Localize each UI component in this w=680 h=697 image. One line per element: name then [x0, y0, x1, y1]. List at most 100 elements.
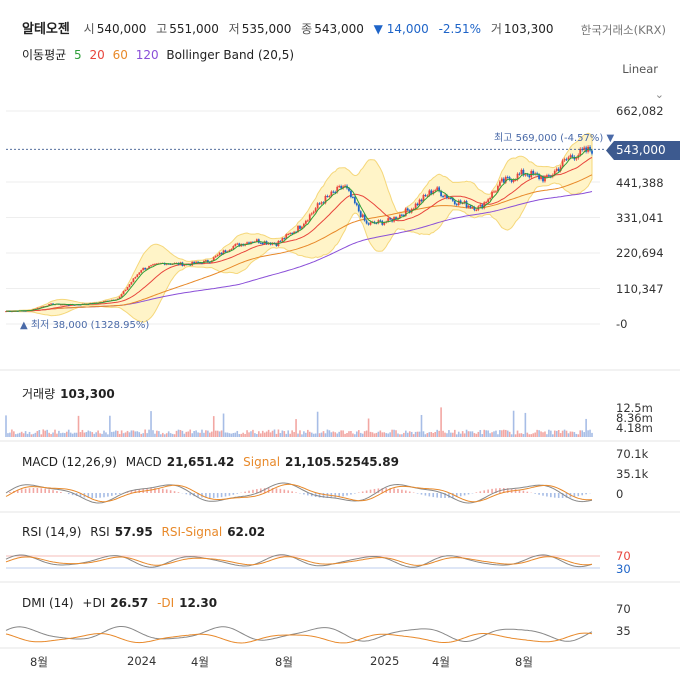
volume-bar [308, 431, 311, 437]
volume-bar [124, 432, 127, 437]
volume-bar [103, 430, 105, 437]
candle [399, 214, 401, 218]
mdi-label: -DI [157, 596, 175, 610]
candle [557, 168, 560, 172]
volume-bar [499, 430, 501, 437]
macd-histogram-bar [126, 491, 129, 493]
chevron-down-icon[interactable]: ⌄ [654, 88, 664, 101]
volume-bar [152, 430, 154, 437]
macd-histogram-bar [440, 493, 442, 498]
volume-bar [144, 429, 146, 437]
macd-histogram-bar [138, 489, 141, 493]
volume-bar [140, 433, 143, 437]
volume-bar [354, 434, 356, 437]
bollinger-band [5, 132, 593, 323]
volume-bar [491, 432, 493, 437]
candle [422, 195, 425, 202]
volume-bar [391, 429, 393, 437]
candle [469, 205, 472, 208]
candle [506, 176, 509, 178]
macd-line [5, 482, 593, 504]
macd-histogram-bar [514, 489, 517, 493]
volume-bar [581, 430, 584, 437]
macd-histogram-bar [479, 491, 482, 493]
volume-bar [165, 433, 168, 437]
x-tick: 2024 [127, 654, 157, 668]
rsi-tick-70: 70 [616, 549, 631, 563]
candle [255, 239, 258, 242]
candle [334, 191, 337, 193]
volume-bar [567, 433, 570, 437]
volume-bar [579, 430, 582, 437]
macd-histogram-bar [475, 492, 478, 493]
candle [563, 159, 566, 161]
macd-histogram-bar [577, 493, 580, 497]
volume-bar [561, 430, 564, 437]
volume-bar [5, 415, 7, 437]
quote-header: 알테오젠 시 540,000 고 551,000 저 535,000 종 543,000… [0, 0, 680, 101]
volume-bar [528, 434, 531, 437]
candle [367, 223, 370, 225]
macd-histogram-bar [424, 493, 427, 496]
volume-bar [318, 433, 321, 437]
candle [230, 249, 233, 251]
volume-value: 103,300 [503, 22, 554, 36]
macd-histogram-bar [263, 488, 266, 493]
candle [449, 198, 452, 200]
volume-bar [481, 434, 484, 437]
volume-tick: 4.18m [616, 421, 653, 435]
candle [297, 225, 299, 232]
volume-bar [489, 433, 491, 437]
volume-bar [18, 432, 21, 437]
macd-histogram-bar [185, 493, 188, 495]
change-percent: -2.51% [438, 22, 482, 36]
candle [414, 203, 417, 209]
candle [479, 204, 482, 207]
volume-bar [414, 431, 417, 437]
volume-bar [387, 433, 389, 437]
candle [471, 207, 474, 209]
candle [455, 204, 458, 206]
macd-label: MACD [125, 455, 162, 469]
indicator-legend[interactable]: 이동평균 5 20 60 120 Bollinger Band (20,5) [22, 46, 298, 63]
volume-bar [199, 432, 201, 437]
candle [583, 147, 586, 150]
candle [291, 233, 294, 235]
volume-bar [301, 434, 303, 437]
macd-histogram-bar [256, 489, 258, 493]
x-tick: 8월 [275, 655, 293, 669]
volume-bar [34, 432, 37, 437]
volume-tick: 8.36m [616, 411, 653, 425]
volume-bar [97, 430, 99, 437]
macd-histogram-bar [87, 493, 90, 498]
candle [281, 238, 284, 242]
volume-bar [297, 433, 299, 437]
macd-histogram-bar [28, 488, 31, 493]
scale-dropdown[interactable]: Linear [622, 62, 658, 76]
volume-bar [46, 429, 48, 437]
candle [497, 185, 499, 192]
volume-bar [367, 418, 370, 437]
volume-bar [171, 433, 174, 437]
quote-summary: 알테오젠 시 540,000 고 551,000 저 535,000 종 543,000… [22, 18, 560, 37]
macd-histogram-bar [177, 492, 180, 493]
macd-histogram-bar [99, 493, 101, 498]
volume-bar [161, 432, 164, 437]
candle [495, 191, 497, 193]
candle [579, 148, 582, 156]
candle [508, 177, 511, 180]
candle [402, 215, 405, 217]
volume-label: 거 [490, 22, 502, 36]
volume-bar [393, 429, 395, 437]
candle [532, 170, 535, 175]
candle [465, 201, 468, 208]
volume-bar [479, 430, 482, 437]
candle [263, 241, 266, 245]
macd-histogram-bar [369, 489, 372, 493]
candle [165, 263, 168, 265]
volume-bar [73, 432, 76, 437]
candle [279, 240, 282, 242]
volume-bar [224, 432, 227, 437]
ma-120: 120 [135, 48, 159, 62]
